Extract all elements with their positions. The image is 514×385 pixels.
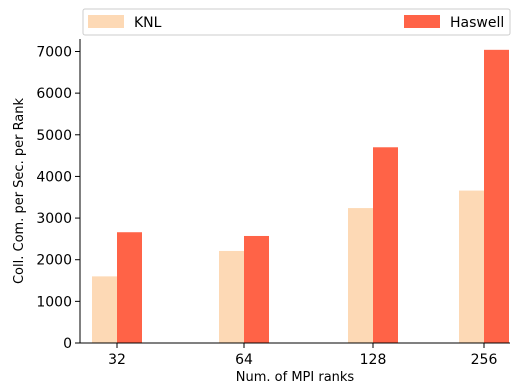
legend: KNL Haswell — [88, 15, 504, 31]
x-tick-label: 256 — [471, 352, 498, 368]
y-tick-label: 7000 — [36, 44, 72, 60]
y-tick-label: 0 — [63, 336, 72, 352]
x-tick-label: 64 — [235, 352, 253, 368]
bars-group — [92, 49, 509, 344]
bar-knl-128 — [348, 208, 373, 343]
legend-box — [82, 8, 511, 36]
bar-haswell-64 — [244, 235, 269, 343]
bar-haswell-32 — [117, 232, 142, 343]
y-tick-label: 4000 — [36, 169, 72, 185]
x-axis-label: Num. of MPI ranks — [236, 370, 355, 385]
y-tick-label: 2000 — [36, 253, 72, 269]
legend-label-knl: KNL — [134, 15, 162, 31]
y-tick-label: 3000 — [36, 211, 72, 227]
y-tick-label: 6000 — [36, 86, 72, 102]
bar-knl-64 — [219, 250, 244, 343]
y-axis-ticks: 0 1000 2000 3000 4000 5000 6000 7000 — [36, 44, 80, 352]
legend-swatch-knl — [88, 15, 124, 28]
y-tick-label: 1000 — [36, 294, 72, 310]
bar-knl-32 — [92, 276, 117, 343]
x-tick-label: 128 — [360, 352, 387, 368]
bar-haswell-256 — [484, 49, 509, 344]
x-tick-label: 32 — [108, 352, 126, 368]
legend-swatch-haswell — [404, 15, 440, 28]
x-axis-ticks: 32 64 128 256 — [108, 343, 497, 368]
y-tick-label: 5000 — [36, 128, 72, 144]
legend-label-haswell: Haswell — [450, 15, 504, 31]
bar-knl-256 — [459, 190, 484, 343]
bar-haswell-128 — [373, 147, 398, 343]
y-axis-label: Coll. Com. per Sec. per Rank — [12, 97, 27, 284]
